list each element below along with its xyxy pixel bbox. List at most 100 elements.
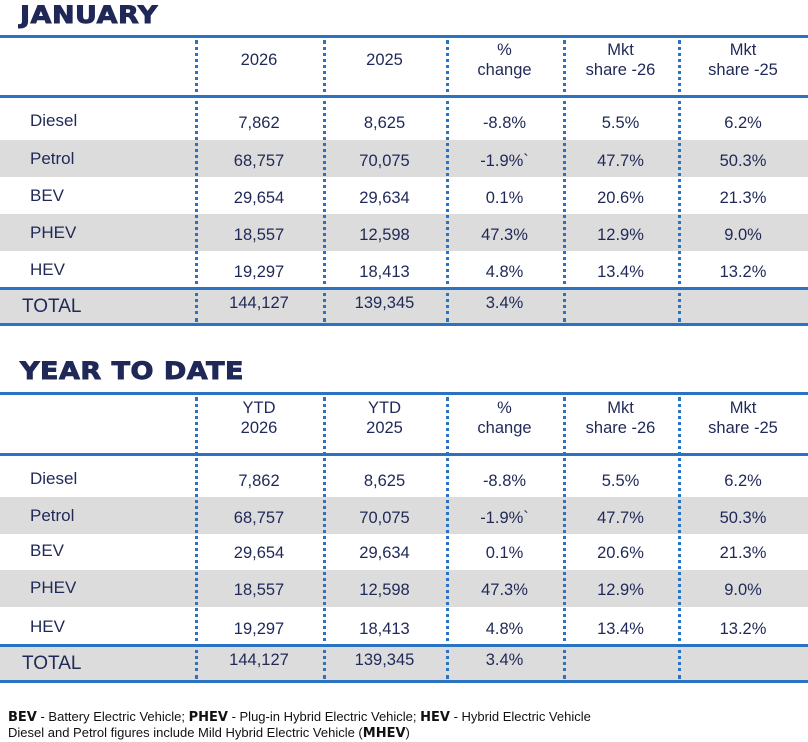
table-cell: 20.6% (597, 544, 644, 562)
table-cell: 47.3% (481, 581, 528, 599)
footnote-line-1: BEV - Battery Electric Vehicle; PHEV - P… (8, 709, 591, 726)
table-rule (0, 644, 808, 647)
column-divider (195, 397, 198, 679)
footnote-abbr: BEV (8, 710, 37, 725)
table-cell: 13.2% (719, 263, 767, 281)
table-rule (0, 35, 808, 38)
footnote-text: - Battery Electric Vehicle; (36, 709, 189, 724)
section-title: JANUARY (20, 1, 158, 30)
footnote-abbr: MHEV (362, 726, 406, 741)
column-header: Mkt (729, 41, 757, 59)
table-cell: 13.2% (719, 620, 767, 638)
row-shading (0, 140, 808, 177)
table-cell: 12,598 (359, 581, 410, 599)
table-cell: 12.9% (597, 226, 644, 244)
table-cell: 5.5% (601, 114, 640, 132)
row-label: BEV (30, 186, 65, 205)
row-label: Diesel (30, 469, 78, 488)
table-cell: 13.4% (597, 620, 644, 638)
table-cell: 50.3% (719, 152, 767, 170)
table-cell: 5.5% (601, 472, 640, 490)
footnote-text: - Plug-in Hybrid Electric Vehicle; (227, 709, 421, 724)
column-header: share -25 (708, 61, 778, 79)
table-cell: 70,075 (359, 509, 410, 527)
table-cell: 18,557 (233, 226, 285, 244)
table-cell: 70,075 (359, 152, 410, 170)
total-cell: 3.4% (485, 294, 524, 312)
column-header: YTD (242, 398, 276, 417)
row-label: HEV (30, 260, 65, 279)
column-divider (678, 397, 681, 679)
total-cell: 139,345 (354, 651, 415, 669)
footnote-abbr: HEV (420, 710, 450, 725)
row-shading (0, 570, 808, 607)
table-rule (0, 287, 808, 290)
table-cell: 12.9% (597, 581, 644, 599)
table-cell: 18,413 (359, 620, 410, 638)
table-cell: 29,654 (233, 544, 285, 562)
row-label: PHEV (30, 578, 77, 597)
table-cell: 6.2% (724, 114, 762, 132)
table-cell: 29,634 (359, 189, 410, 207)
table-cell: 9.0% (724, 581, 762, 599)
column-header: Mkt (607, 41, 634, 59)
total-cell: 139,345 (354, 294, 415, 312)
column-header: share -25 (708, 418, 778, 437)
table-cell: 19,297 (233, 620, 285, 638)
table-cell: 7,862 (238, 114, 280, 132)
table-cell: 13.4% (597, 263, 644, 281)
column-divider (563, 397, 566, 679)
column-header: 2026 (240, 418, 278, 437)
table-cell: 68,757 (233, 152, 285, 170)
table-cell: 18,557 (233, 581, 285, 599)
table-cell: -8.8% (482, 472, 527, 490)
column-header: change (477, 418, 532, 437)
table-cell: 29,654 (233, 189, 285, 207)
table-cell: 8,625 (363, 472, 406, 490)
table-cell: 47.7% (597, 509, 644, 527)
column-header: YTD (368, 398, 401, 417)
table-cell: 12,598 (359, 226, 410, 244)
column-divider (323, 397, 326, 679)
column-header: 2026 (240, 51, 278, 69)
column-header: Mkt (607, 398, 634, 417)
table-cell: 7,862 (238, 472, 280, 490)
total-row-shading (0, 645, 808, 681)
table-cell: 29,634 (359, 544, 410, 562)
row-label: Diesel (30, 111, 78, 130)
table-cell: 68,757 (233, 509, 285, 527)
table-rule (0, 392, 808, 395)
row-label: BEV (30, 541, 65, 560)
table-rule (0, 453, 808, 456)
table-cell: 0.1% (485, 189, 524, 207)
table-cell: 6.2% (724, 472, 762, 490)
table-cell: 20.6% (597, 189, 644, 207)
total-cell: 144,127 (229, 651, 289, 669)
row-label: Petrol (30, 149, 75, 168)
row-label: HEV (30, 617, 65, 636)
table-rule (0, 95, 808, 98)
column-divider (678, 40, 681, 322)
row-label: Petrol (30, 506, 75, 525)
column-header: Mkt (729, 398, 757, 417)
table-cell: 4.8% (485, 263, 524, 281)
column-header: share -26 (585, 61, 656, 79)
table-cell: 0.1% (485, 544, 524, 562)
column-divider (446, 40, 449, 322)
column-divider (323, 40, 326, 322)
table-cell: 47.7% (597, 152, 644, 170)
total-label: TOTAL (22, 296, 82, 317)
column-header: share -26 (585, 418, 656, 437)
table-cell: 4.8% (485, 620, 524, 638)
total-cell: 3.4% (485, 651, 524, 669)
footnote-text: ) (405, 725, 410, 740)
table-cell: 19,297 (233, 263, 285, 281)
table-cell: -8.8% (482, 114, 527, 132)
column-header: 2025 (366, 418, 403, 437)
table-cell: -1.9%` (480, 152, 529, 170)
column-divider (446, 397, 449, 679)
row-shading (0, 214, 808, 251)
footnote-text: - Hybrid Electric Vehicle (449, 709, 591, 724)
footnote-text: Diesel and Petrol figures include Mild H… (8, 725, 363, 740)
column-divider (563, 40, 566, 322)
